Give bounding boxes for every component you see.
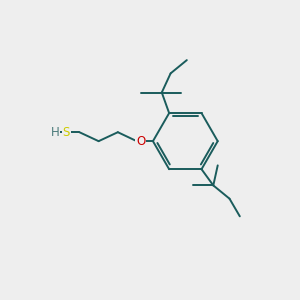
Text: S: S [62,126,70,139]
Text: H: H [51,126,59,139]
Text: O: O [136,135,145,148]
